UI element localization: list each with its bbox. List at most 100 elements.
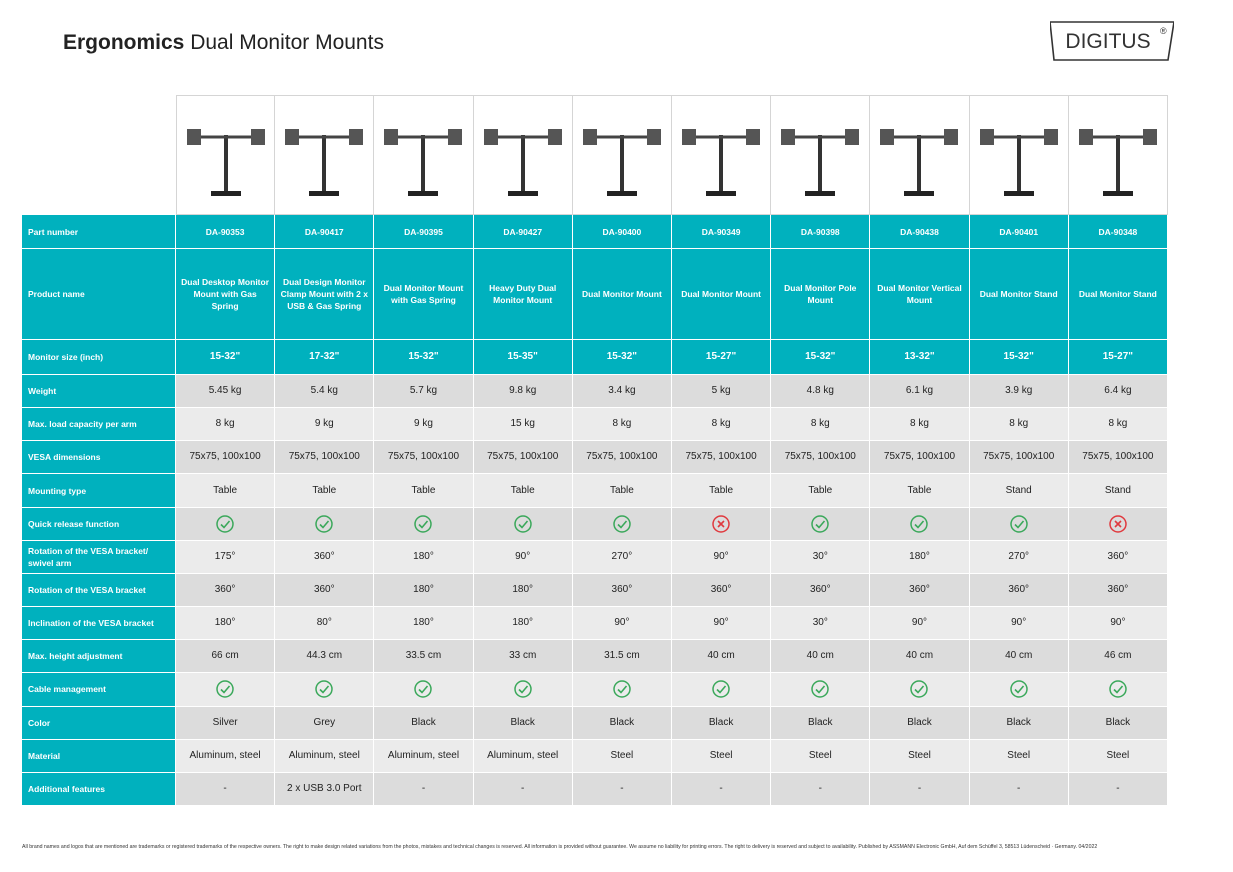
table-cell: 75x75, 100x100 bbox=[374, 441, 474, 475]
table-cell: 15-32" bbox=[771, 340, 871, 375]
status-icon-cell bbox=[374, 673, 474, 707]
row-label: Color bbox=[22, 706, 176, 740]
check-icon bbox=[414, 514, 433, 533]
table-cell: 5.7 kg bbox=[374, 375, 474, 409]
table-cell: 17-32" bbox=[275, 340, 375, 375]
check-icon bbox=[1009, 680, 1028, 699]
table-cell: 75x75, 100x100 bbox=[572, 441, 672, 475]
table-cell: 44.3 cm bbox=[275, 640, 375, 674]
table-cell: - bbox=[771, 772, 871, 806]
table-cell: Aluminum, steel bbox=[275, 739, 375, 773]
table-cell: DA-90438 bbox=[870, 215, 970, 249]
table-cell: 75x75, 100x100 bbox=[771, 441, 871, 475]
table-cell: Dual Monitor Vertical Mount bbox=[870, 249, 970, 340]
table-cell: Dual Monitor Mount with Gas Spring bbox=[374, 249, 474, 340]
row-label: Mounting type bbox=[22, 474, 176, 508]
status-icon-cell bbox=[1068, 673, 1168, 707]
table-cell: Table bbox=[374, 474, 474, 508]
table-cell: 9 kg bbox=[275, 408, 375, 442]
table-cell: Black bbox=[572, 706, 672, 740]
check-icon bbox=[513, 680, 532, 699]
status-icon-cell bbox=[473, 673, 573, 707]
check-icon bbox=[613, 514, 631, 533]
table-cell: Table bbox=[771, 474, 871, 508]
status-icon-cell bbox=[176, 673, 276, 707]
table-cell: 15-27" bbox=[1068, 340, 1168, 375]
page-title: Ergonomics Dual Monitor Mounts bbox=[63, 31, 384, 55]
table-cell: 15-27" bbox=[672, 340, 772, 375]
table-cell: 5 kg bbox=[672, 375, 772, 409]
table-cell: DA-90417 bbox=[275, 215, 375, 249]
table-cell: 180° bbox=[176, 607, 276, 641]
table-cell: Stand bbox=[1068, 474, 1168, 508]
status-icon-cell bbox=[870, 673, 970, 707]
table-cell: 360° bbox=[672, 573, 772, 608]
logo: DIGITUS ® bbox=[1050, 21, 1174, 61]
table-cell: 360° bbox=[176, 573, 276, 608]
table-cell: 31.5 cm bbox=[572, 640, 672, 674]
table-cell: 360° bbox=[275, 540, 375, 574]
table-cell: 9.8 kg bbox=[473, 375, 573, 409]
row-label: Max. height adjustment bbox=[22, 640, 176, 674]
check-icon bbox=[712, 680, 730, 699]
table-cell: Dual Monitor Stand bbox=[969, 249, 1069, 340]
table-cell: 40 cm bbox=[969, 640, 1069, 674]
title-rest: Dual Monitor Mounts bbox=[190, 31, 384, 54]
table-cell: 30° bbox=[771, 540, 871, 574]
table-cell: Dual Monitor Pole Mount bbox=[771, 249, 871, 340]
table-cell: 15-35" bbox=[473, 340, 573, 375]
table-cell: 90° bbox=[572, 607, 672, 641]
product-illustration bbox=[285, 129, 364, 196]
table-cell: Table bbox=[870, 474, 970, 508]
status-icon-cell bbox=[870, 507, 970, 541]
table-cell: Table bbox=[176, 474, 276, 508]
status-icon-cell bbox=[572, 673, 672, 707]
product-photo bbox=[672, 95, 772, 215]
table-cell: Black bbox=[1068, 706, 1168, 740]
table-cell: 15 kg bbox=[473, 408, 573, 442]
table-cell: 180° bbox=[473, 607, 573, 641]
table-cell: Black bbox=[771, 706, 871, 740]
table-cell: DA-90400 bbox=[572, 215, 672, 249]
check-icon bbox=[414, 680, 433, 699]
table-cell: 80° bbox=[275, 607, 375, 641]
table-cell: 75x75, 100x100 bbox=[870, 441, 970, 475]
table-cell: 90° bbox=[969, 607, 1069, 641]
table-cell: - bbox=[870, 772, 970, 806]
table-cell: 2 x USB 3.0 Port bbox=[275, 772, 375, 806]
table-cell: - bbox=[176, 772, 276, 806]
check-icon bbox=[1009, 514, 1028, 533]
table-cell: 360° bbox=[870, 573, 970, 608]
table-cell: Table bbox=[672, 474, 772, 508]
row-label: Part number bbox=[22, 215, 176, 249]
table-cell: - bbox=[969, 772, 1069, 806]
table-cell: 90° bbox=[473, 540, 573, 574]
table-cell: 360° bbox=[572, 573, 672, 608]
table-cell: 270° bbox=[572, 540, 672, 574]
table-cell: Heavy Duty Dual Monitor Mount bbox=[473, 249, 573, 340]
status-icon-cell bbox=[176, 507, 276, 541]
row-label: VESA dimensions bbox=[22, 441, 176, 475]
table-cell: Dual Monitor Mount bbox=[572, 249, 672, 340]
table-cell: 33.5 cm bbox=[374, 640, 474, 674]
table-cell: 3.9 kg bbox=[969, 375, 1069, 409]
table-cell: 360° bbox=[771, 573, 871, 608]
table-cell: 75x75, 100x100 bbox=[176, 441, 276, 475]
table-cell: DA-90395 bbox=[374, 215, 474, 249]
table-cell: 180° bbox=[473, 573, 573, 608]
row-label: Rotation of the VESA bracket/ swivel arm bbox=[22, 540, 176, 574]
table-cell: 3.4 kg bbox=[572, 375, 672, 409]
table-cell: Steel bbox=[771, 739, 871, 773]
table-cell: 40 cm bbox=[672, 640, 772, 674]
table-cell: 46 cm bbox=[1068, 640, 1168, 674]
table-cell: 75x75, 100x100 bbox=[969, 441, 1069, 475]
row-label: Cable management bbox=[22, 673, 176, 707]
table-cell: Stand bbox=[969, 474, 1069, 508]
table-cell: 75x75, 100x100 bbox=[473, 441, 573, 475]
product-illustration bbox=[979, 129, 1058, 196]
table-cell: 15-32" bbox=[374, 340, 474, 375]
product-illustration bbox=[880, 129, 959, 196]
table-cell: 66 cm bbox=[176, 640, 276, 674]
row-label: Monitor size (inch) bbox=[22, 340, 176, 375]
table-cell: 180° bbox=[374, 607, 474, 641]
